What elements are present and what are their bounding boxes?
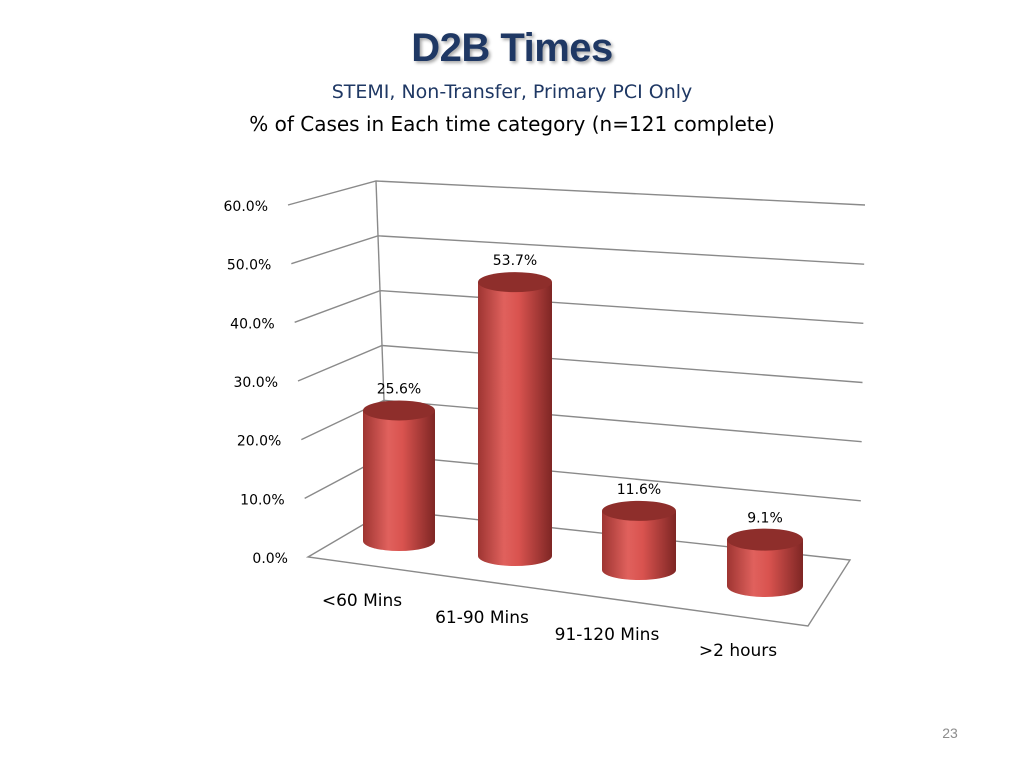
floor-plane bbox=[305, 509, 852, 627]
y-tick-label: 10.0% bbox=[240, 492, 284, 508]
data-label: 25.6% bbox=[377, 381, 421, 397]
x-category-label: <60 Mins bbox=[322, 591, 402, 611]
y-tick-label: 30.0% bbox=[234, 375, 278, 391]
y-tick-label: 60.0% bbox=[224, 199, 268, 215]
y-tick-label: 50.0% bbox=[227, 258, 271, 274]
bar-body bbox=[602, 510, 676, 580]
bar-body bbox=[727, 539, 803, 597]
bar-top bbox=[363, 400, 435, 421]
bar-top bbox=[727, 528, 803, 551]
bar bbox=[602, 500, 676, 580]
page-number: 23 bbox=[942, 725, 958, 741]
bar bbox=[727, 528, 803, 597]
bar-body bbox=[363, 410, 435, 551]
data-label: 9.1% bbox=[747, 511, 783, 527]
y-tick-label: 40.0% bbox=[230, 316, 274, 332]
x-category-label: 61-90 Mins bbox=[435, 608, 529, 628]
y-tick-label: 0.0% bbox=[252, 551, 288, 567]
x-axis-categories: <60 Mins 61-90 Mins 91-120 Mins >2 hours bbox=[322, 591, 777, 661]
chart-caption: % of Cases in Each time category (n=121 … bbox=[249, 112, 775, 136]
x-category-label: >2 hours bbox=[699, 641, 777, 661]
bar bbox=[363, 400, 435, 551]
bar-top bbox=[602, 500, 676, 521]
bars: 25.6% 53.7% 11.6% 9.1% bbox=[363, 253, 803, 597]
data-label: 11.6% bbox=[617, 482, 661, 498]
bar-top bbox=[478, 272, 552, 293]
slide-title: D2B Times bbox=[411, 26, 613, 70]
data-label: 53.7% bbox=[493, 253, 537, 269]
y-axis-ticks: 0.0% 10.0% 20.0% 30.0% 40.0% 50.0% 60.0% bbox=[224, 199, 288, 567]
bar-body bbox=[478, 282, 552, 566]
gridline bbox=[287, 180, 866, 206]
y-tick-label: 20.0% bbox=[237, 434, 281, 450]
x-category-label: 91-120 Mins bbox=[555, 625, 660, 645]
gridline bbox=[291, 235, 865, 265]
bar bbox=[478, 272, 552, 566]
slide-subtitle: STEMI, Non-Transfer, Primary PCI Only bbox=[331, 81, 693, 103]
